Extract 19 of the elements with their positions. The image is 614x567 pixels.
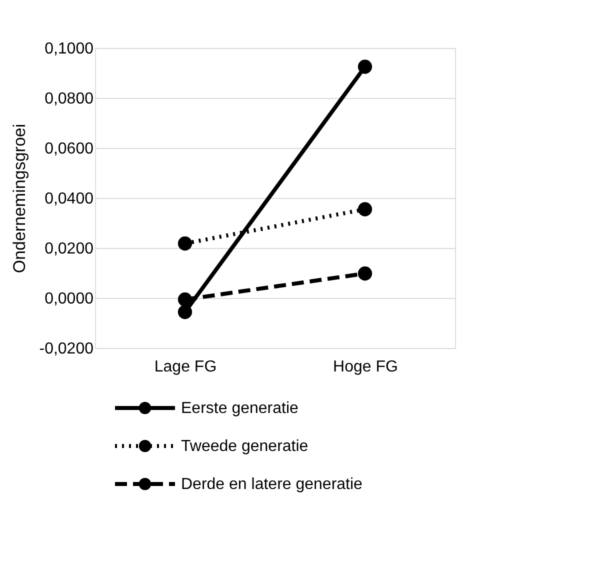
y-tick-label: 0,0200 bbox=[44, 240, 94, 258]
y-tick-label: 0,0400 bbox=[44, 190, 94, 208]
y-axis-title: Ondernemingsgroei bbox=[10, 124, 30, 274]
legend-label: Derde en latere generatie bbox=[181, 476, 363, 493]
point bbox=[358, 60, 372, 74]
legend-label: Tweede generatie bbox=[181, 438, 308, 455]
x-tick-label: Hoge FG bbox=[333, 358, 398, 376]
y-tick-label: 0,0600 bbox=[44, 140, 94, 158]
legend-label: Eerste generatie bbox=[181, 400, 299, 417]
point bbox=[178, 292, 192, 307]
y-tick-label: -0,0200 bbox=[39, 340, 94, 358]
point bbox=[358, 202, 372, 216]
x-tick-label: Lage FG bbox=[154, 358, 217, 376]
y-tick-label: 0,1000 bbox=[44, 40, 94, 58]
point bbox=[178, 236, 192, 251]
point bbox=[178, 304, 192, 320]
y-tick-label: 0,0000 bbox=[44, 290, 94, 308]
point bbox=[358, 266, 372, 281]
y-tick-label: 0,0800 bbox=[44, 90, 94, 108]
